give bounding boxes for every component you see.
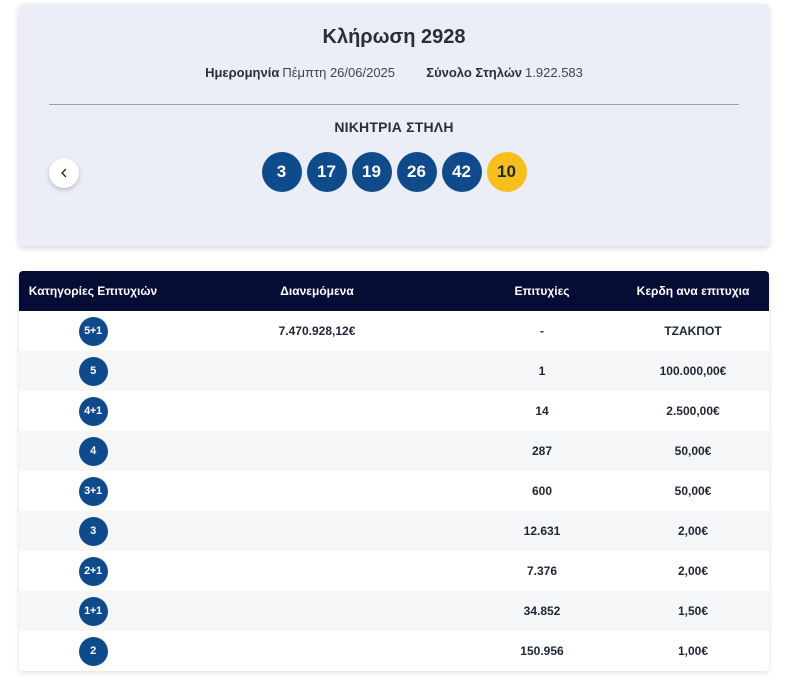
distributed-cell bbox=[167, 431, 467, 471]
prize-table: Κατηγορίες Επιτυχιών Διανεμόμενα Επιτυχί… bbox=[19, 271, 769, 671]
prize-cell: 2,00€ bbox=[677, 564, 709, 578]
number-ball: 42 bbox=[441, 152, 482, 192]
category-badge: 4+1 bbox=[78, 396, 108, 426]
previous-draw-button[interactable] bbox=[49, 158, 79, 188]
distributed-cell bbox=[167, 351, 467, 391]
table-header-row: Κατηγορίες Επιτυχιών Διανεμόμενα Επιτυχί… bbox=[19, 271, 769, 311]
winners-cell: 34.852 bbox=[523, 604, 561, 618]
table-row: 5+1 7.470.928,12€ - ΤΖΑΚΠΟΤ bbox=[19, 311, 769, 351]
winning-numbers: 3 17 19 26 42 10 bbox=[19, 152, 769, 192]
category-badge: 3+1 bbox=[78, 476, 108, 506]
draw-meta: Ημερομηνία Πέμπτη 26/06/2025 Σύνολο Στηλώ… bbox=[19, 65, 769, 80]
category-badge: 2 bbox=[78, 636, 108, 666]
draw-card: Κλήρωση 2928 Ημερομηνία Πέμπτη 26/06/2025… bbox=[19, 4, 769, 246]
prize-cell: 2,00€ bbox=[677, 524, 709, 538]
table-row: 1+1 34.852 1,50€ bbox=[19, 591, 769, 631]
table-row: 4+1 14 2.500,00€ bbox=[19, 391, 769, 431]
prize-cell: 50,00€ bbox=[674, 444, 712, 458]
distributed-cell: 7.470.928,12€ bbox=[278, 324, 356, 338]
winners-cell: 7.376 bbox=[526, 564, 558, 578]
category-badge: 2+1 bbox=[78, 556, 108, 586]
header-categories: Κατηγορίες Επιτυχιών bbox=[28, 284, 158, 298]
table-row: 4 287 50,00€ bbox=[19, 431, 769, 471]
header-prize: Κερδη ανα επιτυχια bbox=[636, 284, 750, 298]
prize-cell: 1,50€ bbox=[677, 604, 709, 618]
distributed-cell bbox=[167, 631, 467, 671]
number-ball: 3 bbox=[261, 152, 302, 192]
header-winners: Επιτυχίες bbox=[514, 284, 570, 298]
prize-cell: 50,00€ bbox=[674, 484, 712, 498]
table-row: 2 150.956 1,00€ bbox=[19, 631, 769, 671]
joker-ball: 10 bbox=[486, 152, 527, 192]
table-row: 3 12.631 2,00€ bbox=[19, 511, 769, 551]
category-badge: 4 bbox=[78, 436, 108, 466]
winning-column-label: ΝΙΚΗΤΡΙΑ ΣΤΗΛΗ bbox=[334, 119, 454, 135]
winners-cell: 287 bbox=[531, 444, 553, 458]
winners-cell: 14 bbox=[535, 404, 549, 418]
chevron-left-icon bbox=[59, 168, 69, 178]
prize-cell: ΤΖΑΚΠΟΤ bbox=[664, 324, 722, 338]
header-distributed: Διανεμόμενα bbox=[280, 284, 354, 298]
draw-title: Κλήρωση 2928 bbox=[322, 26, 466, 48]
table-row: 5 1 100.000,00€ bbox=[19, 351, 769, 391]
number-ball: 19 bbox=[351, 152, 392, 192]
winners-cell: 12.631 bbox=[523, 524, 561, 538]
distributed-cell bbox=[167, 511, 467, 551]
distributed-cell bbox=[167, 591, 467, 631]
number-ball: 26 bbox=[396, 152, 437, 192]
distributed-cell bbox=[167, 551, 467, 591]
category-badge: 5+1 bbox=[78, 316, 108, 346]
divider bbox=[49, 104, 739, 105]
table-row: 2+1 7.376 2,00€ bbox=[19, 551, 769, 591]
category-badge: 3 bbox=[78, 516, 108, 546]
columns-value: 1.922.583 bbox=[525, 65, 583, 80]
category-badge: 1+1 bbox=[78, 596, 108, 626]
prize-cell: 100.000,00€ bbox=[659, 364, 727, 378]
winners-cell: 1 bbox=[538, 364, 546, 378]
prize-cell: 1,00€ bbox=[677, 644, 709, 658]
winners-cell: 150.956 bbox=[520, 644, 564, 658]
table-row: 3+1 600 50,00€ bbox=[19, 471, 769, 511]
distributed-cell bbox=[167, 391, 467, 431]
category-badge: 5 bbox=[78, 356, 108, 386]
winners-cell: 600 bbox=[531, 484, 553, 498]
prize-cell: 2.500,00€ bbox=[666, 404, 720, 418]
date-value: Πέμπτη 26/06/2025 bbox=[282, 65, 396, 80]
winners-cell: - bbox=[540, 324, 544, 338]
date-label: Ημερομηνία bbox=[205, 65, 280, 80]
number-ball: 17 bbox=[306, 152, 347, 192]
columns-label: Σύνολο Στηλών bbox=[426, 65, 523, 80]
distributed-cell bbox=[167, 471, 467, 511]
